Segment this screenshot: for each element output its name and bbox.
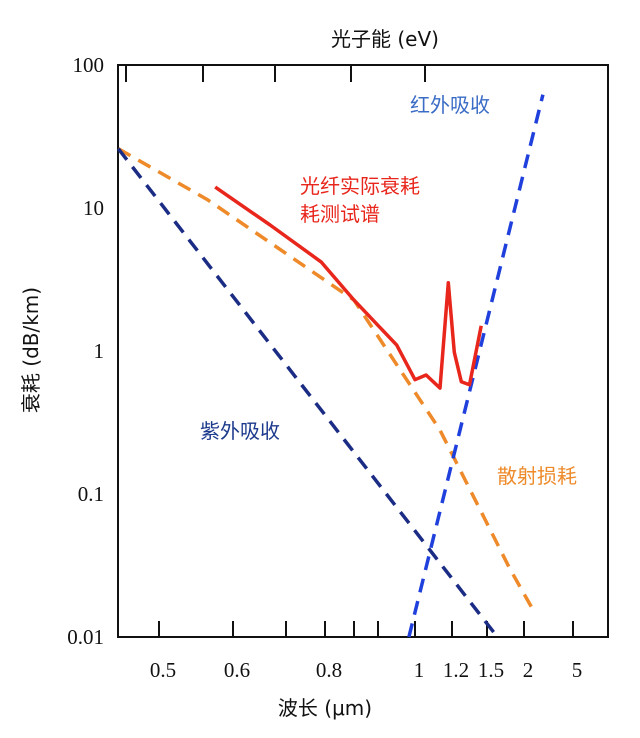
- y-tick-label: 1: [94, 339, 105, 363]
- x-tick-label: 0.5: [150, 658, 176, 682]
- annotation-ir: 红外吸收: [410, 93, 490, 117]
- y-tick-label: 100: [73, 53, 105, 77]
- y-tick-label: 10: [83, 196, 104, 220]
- plot-border: [117, 64, 609, 638]
- x-tick-label: 5: [572, 658, 583, 682]
- x-tick-label: 1: [414, 658, 425, 682]
- x-tick-label: 1.5: [478, 658, 504, 682]
- y-tick-label: 0.1: [78, 482, 104, 506]
- annotation-uv: 紫外吸收: [200, 419, 280, 443]
- y-tick-label: 0.01: [67, 625, 104, 649]
- top-axis-label: 光子能 (eV): [331, 27, 439, 51]
- series-line-1: [117, 147, 535, 611]
- annotation-measured-1: 光纤实际衰耗: [300, 174, 420, 198]
- series-line-0: [214, 185, 483, 390]
- y-axis-label: 衰耗 (dB/km): [19, 287, 43, 413]
- x-axis-label: 波长 (μm): [278, 696, 372, 720]
- series-layer: [116, 94, 545, 639]
- annotation-scatter: 散射损耗: [497, 464, 577, 488]
- x-tick-label: 0.6: [224, 658, 250, 682]
- annotation-measured-2: 耗测试谱: [300, 202, 380, 226]
- series-line-3: [407, 94, 545, 638]
- x-tick-label: 2: [523, 658, 534, 682]
- series-line-2: [116, 147, 499, 639]
- x-tick-label: 1.2: [443, 658, 469, 682]
- ticks: 0.5 0.6 0.8 1 1.2 1.5 2 5 100 10 1 0.1 0.01: [67, 53, 582, 682]
- x-tick-label: 0.8: [316, 658, 342, 682]
- plot-frame: [117, 64, 609, 638]
